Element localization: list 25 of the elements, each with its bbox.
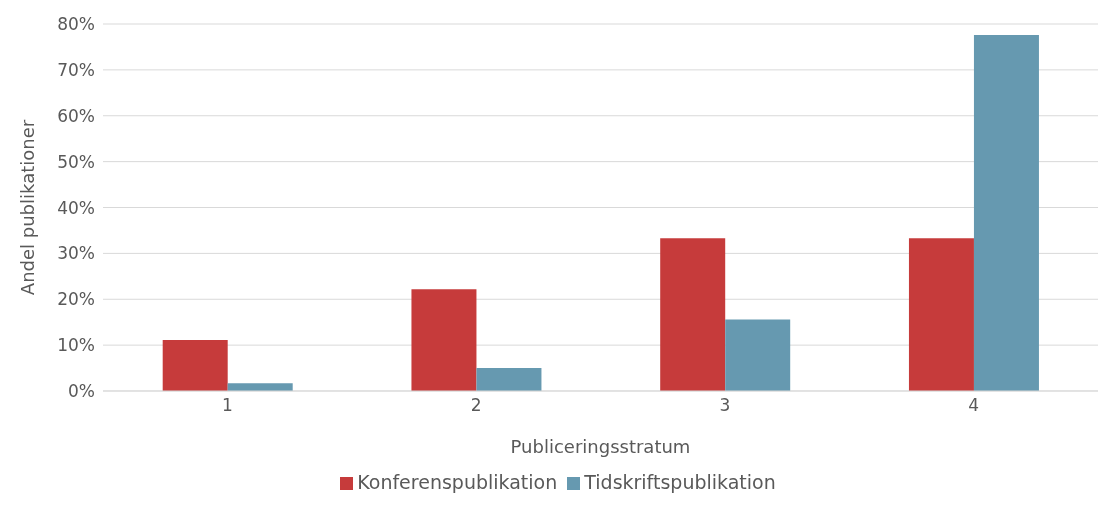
bar: [411, 289, 477, 391]
bar: [660, 238, 726, 391]
legend-label: Tidskriftspublikation: [584, 471, 776, 493]
x-tick-label: 3: [719, 395, 731, 416]
legend-label: Konferenspublikation: [357, 471, 558, 493]
bar: [908, 238, 974, 391]
y-tick-label: 0%: [68, 381, 95, 402]
x-tick-label: 2: [470, 395, 482, 416]
y-axis-title: Andel publikationer: [17, 119, 39, 296]
x-tick-label: 4: [968, 395, 980, 416]
y-tick-label: 20%: [57, 289, 95, 310]
y-tick-label: 50%: [57, 151, 95, 172]
x-tick-label: 1: [221, 395, 233, 416]
y-tick-label: 10%: [57, 335, 95, 356]
x-axis-title: Publiceringsstratum: [510, 436, 691, 457]
y-tick-label: 70%: [57, 59, 95, 80]
y-tick-label: 60%: [57, 105, 95, 126]
bar: [227, 383, 293, 391]
y-tick-label: 80%: [57, 14, 95, 35]
bar: [725, 319, 791, 391]
bar: [973, 35, 1039, 391]
bar: [162, 340, 228, 391]
y-tick-label: 40%: [57, 197, 95, 218]
y-tick-label: 30%: [57, 243, 95, 264]
bar: [476, 368, 542, 391]
